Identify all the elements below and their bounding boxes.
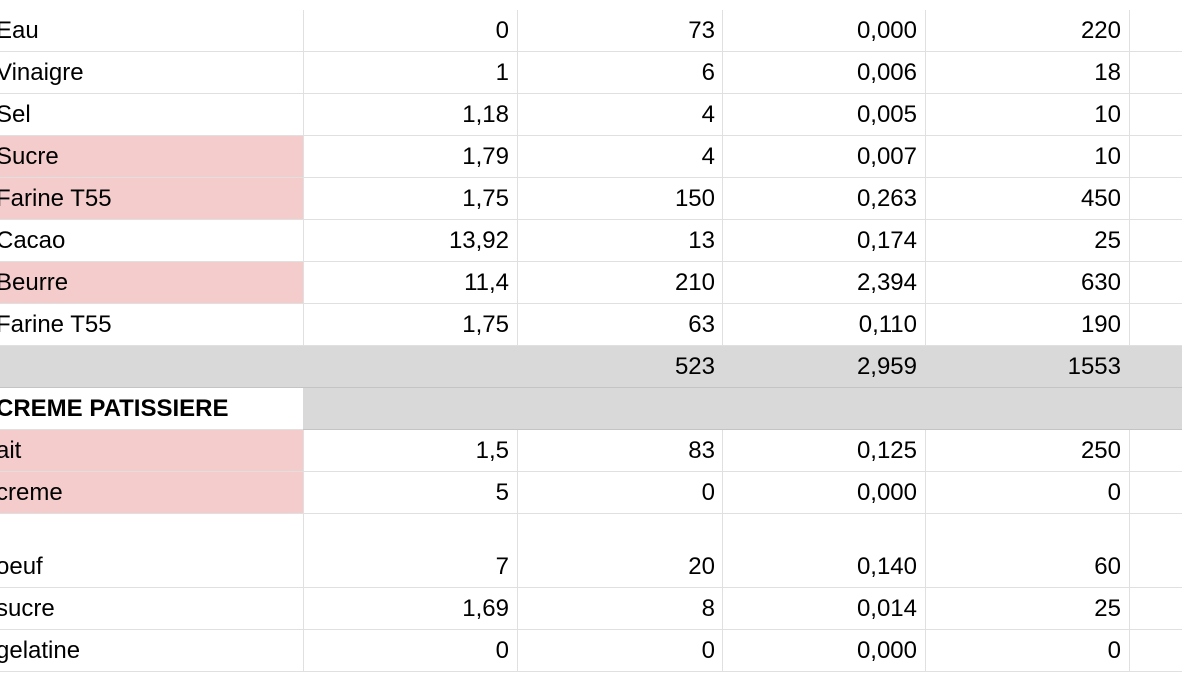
cell-quantity[interactable]: 150 bbox=[517, 178, 723, 220]
cell-ingredient-highlighted[interactable]: Sucre bbox=[0, 136, 304, 178]
cell-total[interactable]: 250 bbox=[925, 430, 1130, 472]
cell-price[interactable]: 0 bbox=[303, 10, 518, 52]
cell-ingredient[interactable]: Eau bbox=[0, 10, 304, 52]
cell-cost[interactable]: 0,110 bbox=[722, 304, 926, 346]
cell-quantity[interactable]: 210 bbox=[517, 262, 723, 304]
cell-total[interactable]: 10 bbox=[925, 94, 1130, 136]
cell-total[interactable]: 25 bbox=[925, 220, 1130, 262]
cell-price[interactable]: 1,69 bbox=[303, 588, 518, 630]
cell-price[interactable] bbox=[303, 388, 518, 430]
cell-cost[interactable]: 0,000 bbox=[722, 10, 926, 52]
cell-ingredient[interactable]: Sel bbox=[0, 94, 304, 136]
cell-quantity-total[interactable]: 523 bbox=[517, 346, 723, 388]
cell-ingredient[interactable]: sucre bbox=[0, 588, 304, 630]
cell-empty[interactable] bbox=[1129, 220, 1182, 262]
cell-quantity[interactable]: 0 bbox=[517, 472, 723, 514]
cell-quantity[interactable]: 8 bbox=[517, 588, 723, 630]
cell-empty[interactable] bbox=[1129, 430, 1182, 472]
cell-total[interactable] bbox=[925, 388, 1130, 430]
cell-ingredient[interactable]: Cacao bbox=[0, 220, 304, 262]
cell-ingredient[interactable]: Farine T55 bbox=[0, 304, 304, 346]
cell-cost[interactable] bbox=[722, 388, 926, 430]
cell-quantity[interactable]: 6 bbox=[517, 52, 723, 94]
cell-empty[interactable] bbox=[1129, 52, 1182, 94]
cell-total[interactable]: 25 bbox=[925, 588, 1130, 630]
cell-price[interactable]: 7 bbox=[303, 514, 518, 588]
cell-total[interactable]: 190 bbox=[925, 304, 1130, 346]
cell-ingredient-highlighted[interactable]: creme bbox=[0, 472, 304, 514]
cell-total[interactable]: 0 bbox=[925, 472, 1130, 514]
cell-quantity[interactable]: 4 bbox=[517, 94, 723, 136]
cell-empty[interactable] bbox=[1129, 388, 1182, 430]
cell-ingredient[interactable]: gelatine bbox=[0, 630, 304, 672]
cell-cost[interactable]: 0,006 bbox=[722, 52, 926, 94]
cell-price[interactable]: 1,5 bbox=[303, 430, 518, 472]
cell-cost[interactable]: 0,140 bbox=[722, 514, 926, 588]
cell-cost[interactable]: 0,263 bbox=[722, 178, 926, 220]
cell-ingredient[interactable]: oeuf bbox=[0, 514, 304, 588]
cell-ingredient[interactable] bbox=[0, 346, 304, 388]
cell-ingredient-highlighted[interactable]: Farine T55 bbox=[0, 178, 304, 220]
cell-quantity[interactable]: 13 bbox=[517, 220, 723, 262]
cell-price[interactable]: 1,75 bbox=[303, 304, 518, 346]
cell-cost[interactable]: 0,014 bbox=[722, 588, 926, 630]
cell-cost-total[interactable]: 2,959 bbox=[722, 346, 926, 388]
cell-total[interactable]: 60 bbox=[925, 514, 1130, 588]
cell-empty[interactable] bbox=[1129, 10, 1182, 52]
cell-quantity[interactable]: 4 bbox=[517, 136, 723, 178]
cell-cost[interactable]: 0,174 bbox=[722, 220, 926, 262]
cell-ingredient-highlighted[interactable]: ait bbox=[0, 430, 304, 472]
cell-cost[interactable]: 0,000 bbox=[722, 630, 926, 672]
cell-empty[interactable] bbox=[1129, 514, 1182, 588]
cell-total[interactable]: 630 bbox=[925, 262, 1130, 304]
cell-cost[interactable]: 0,005 bbox=[722, 94, 926, 136]
cell-cost[interactable]: 0,125 bbox=[722, 430, 926, 472]
cell-price[interactable] bbox=[303, 346, 518, 388]
cell-cost[interactable]: 0,000 bbox=[722, 472, 926, 514]
cell-total[interactable]: 18 bbox=[925, 52, 1130, 94]
cell-total[interactable]: 10 bbox=[925, 136, 1130, 178]
cell-total[interactable]: 0 bbox=[925, 630, 1130, 672]
cell-empty[interactable] bbox=[1129, 262, 1182, 304]
cell-quantity[interactable]: 63 bbox=[517, 304, 723, 346]
cell-empty[interactable] bbox=[1129, 588, 1182, 630]
cell-cost[interactable]: 2,394 bbox=[722, 262, 926, 304]
cell-empty[interactable] bbox=[1129, 472, 1182, 514]
cell-empty[interactable] bbox=[1129, 346, 1182, 388]
cell-ingredient-highlighted[interactable]: Beurre bbox=[0, 262, 304, 304]
cell-price[interactable]: 1,18 bbox=[303, 94, 518, 136]
cell-empty[interactable] bbox=[1129, 94, 1182, 136]
cell-price[interactable]: 11,4 bbox=[303, 262, 518, 304]
cell-ingredient[interactable]: Vinaigre bbox=[0, 52, 304, 94]
cell-price[interactable]: 1,79 bbox=[303, 136, 518, 178]
cell-empty[interactable] bbox=[1129, 630, 1182, 672]
cell-quantity[interactable]: 73 bbox=[517, 10, 723, 52]
cell-empty[interactable] bbox=[1129, 304, 1182, 346]
cell-price[interactable]: 13,92 bbox=[303, 220, 518, 262]
cell-total[interactable]: 220 bbox=[925, 10, 1130, 52]
cell-quantity[interactable]: 0 bbox=[517, 630, 723, 672]
cell-total-sum[interactable]: 1553 bbox=[925, 346, 1130, 388]
cell-price[interactable]: 1,75 bbox=[303, 178, 518, 220]
cell-empty[interactable] bbox=[1129, 178, 1182, 220]
cell-price[interactable]: 1 bbox=[303, 52, 518, 94]
cell-price[interactable]: 5 bbox=[303, 472, 518, 514]
cell-price[interactable]: 0 bbox=[303, 630, 518, 672]
cell-quantity[interactable]: 20 bbox=[517, 514, 723, 588]
cell-quantity[interactable]: 83 bbox=[517, 430, 723, 472]
cell-cost[interactable]: 0,007 bbox=[722, 136, 926, 178]
cell-quantity[interactable] bbox=[517, 388, 723, 430]
section-title[interactable]: CREME PATISSIERE bbox=[0, 388, 304, 430]
cell-empty[interactable] bbox=[1129, 136, 1182, 178]
cell-total[interactable]: 450 bbox=[925, 178, 1130, 220]
